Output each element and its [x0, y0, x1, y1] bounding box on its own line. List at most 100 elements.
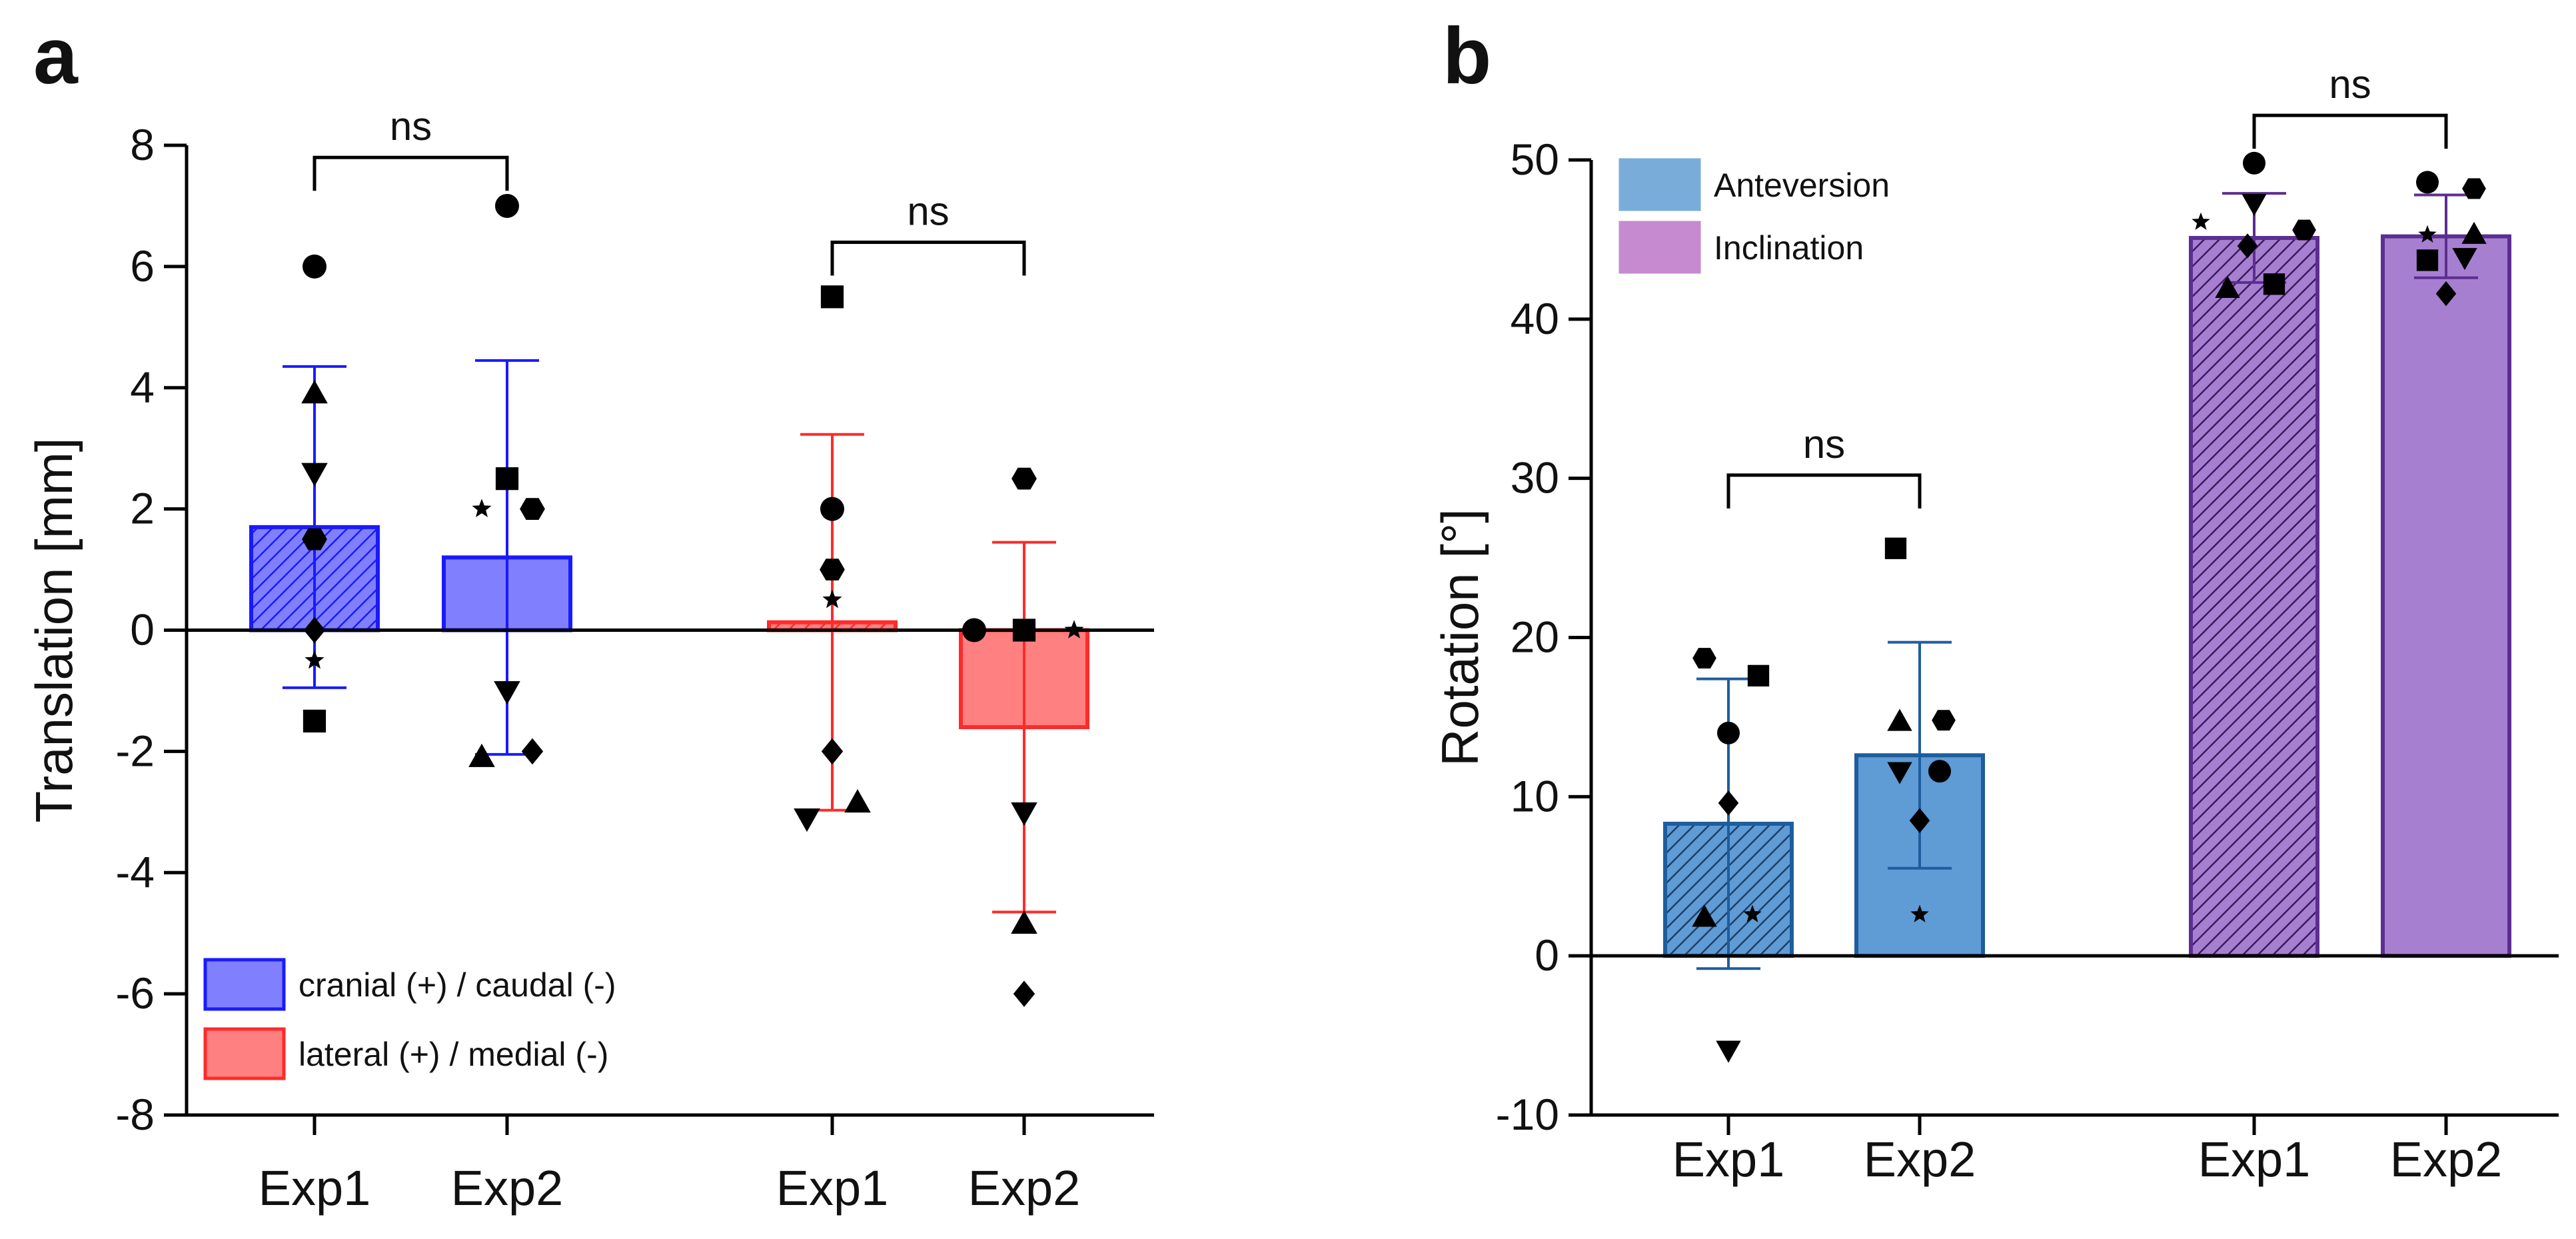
data-point-triangle-down: [2452, 248, 2477, 271]
significance-bracket: [830, 241, 1026, 276]
data-point-diamond: [2237, 233, 2258, 259]
data-point-circle: [2416, 171, 2439, 194]
data-point-triangle-up: [2215, 275, 2240, 299]
data-point-hexagon: [1932, 710, 1956, 731]
data-point-circle: [820, 497, 844, 521]
data-point-square: [1884, 537, 1907, 559]
legend-swatch: [203, 958, 286, 1011]
data-point-square: [303, 709, 326, 733]
y-tick-label: 50: [1511, 135, 1559, 184]
y-axis-title: Rotation [°]: [1431, 509, 1489, 766]
data-point-hexagon: [2462, 178, 2486, 199]
y-tick-label: 10: [1511, 771, 1559, 820]
data-point-triangle-down: [301, 463, 328, 487]
y-tick-label: 2: [130, 484, 155, 533]
data-point-star: [2192, 212, 2210, 230]
legend-label: lateral (+) / medial (-): [299, 1036, 608, 1073]
data-point-triangle-up: [1011, 910, 1037, 934]
data-point-square: [2416, 249, 2439, 271]
data-point-star: [1910, 904, 1929, 922]
category-label: Exp1: [1672, 1132, 1785, 1187]
legend-label: Inclination: [1714, 229, 1864, 267]
significance-bracket: [313, 155, 509, 191]
significance-label: ns: [1803, 422, 1845, 467]
data-point-hexagon: [520, 498, 545, 520]
data-point-star: [822, 589, 842, 609]
data-point-triangle-down: [1887, 762, 1912, 784]
category-label: Exp2: [1864, 1132, 1976, 1187]
data-point-diamond: [521, 738, 544, 765]
data-point-star: [305, 650, 324, 669]
bar-b-3: [2189, 236, 2319, 958]
data-point-circle: [495, 193, 519, 218]
y-tick-label: -10: [1496, 1090, 1559, 1139]
data-point-diamond: [1718, 790, 1739, 816]
legend-label: cranial (+) / caudal (-): [299, 966, 616, 1004]
data-point-hexagon: [1692, 648, 1716, 669]
data-point-triangle-up: [1692, 904, 1717, 927]
category-label: Exp2: [2390, 1132, 2503, 1187]
data-point-triangle-down: [794, 808, 820, 832]
y-tick-label: 0: [1535, 930, 1559, 980]
data-point-circle: [1928, 760, 1951, 783]
data-point-star: [2418, 225, 2437, 243]
data-point-circle: [1717, 721, 1740, 744]
legend-swatch: [1618, 158, 1701, 211]
category-label: Exp2: [451, 1160, 564, 1216]
legend-swatch: [1618, 221, 1701, 274]
data-point-square: [1747, 664, 1770, 686]
data-point-hexagon: [820, 559, 845, 581]
y-tick-label: 6: [130, 241, 155, 291]
data-point-star: [1743, 904, 1762, 922]
data-point-diamond: [1909, 808, 1930, 833]
y-tick-label: 8: [130, 120, 155, 169]
category-label: Exp1: [2198, 1132, 2311, 1187]
y-tick-label: -4: [115, 847, 155, 896]
data-point-triangle-down: [2242, 193, 2267, 217]
y-tick-label: 20: [1511, 613, 1559, 662]
significance-bracket: [2252, 113, 2448, 149]
data-point-square: [820, 285, 844, 309]
significance-label: ns: [390, 104, 432, 149]
y-tick-label: -2: [115, 726, 155, 775]
panel-letter-a: a: [33, 11, 79, 101]
legend-swatch: [203, 1027, 286, 1080]
data-point-diamond: [1013, 980, 1035, 1007]
data-point-star: [472, 499, 492, 518]
data-point-triangle-down: [494, 681, 520, 705]
data-point-square: [495, 467, 519, 491]
y-tick-label: 0: [130, 605, 155, 654]
chart-panel-a: 8 6 4 2 0 -2 -4 -6 -8 Translation [mm] Exp1 Exp2 Exp…: [25, 104, 1154, 1216]
data-point-triangle-up: [844, 788, 871, 813]
significance-label: ns: [907, 189, 949, 234]
category-label: Exp1: [776, 1160, 889, 1216]
data-point-circle: [303, 254, 326, 279]
y-tick-label: -6: [115, 968, 155, 1018]
y-tick-label: 4: [130, 363, 155, 412]
data-point-square: [2263, 273, 2285, 295]
category-label: Exp2: [968, 1160, 1081, 1216]
data-point-diamond: [2435, 281, 2457, 307]
significance-label: ns: [2329, 62, 2371, 107]
data-point-triangle-up: [1887, 708, 1912, 731]
data-point-triangle-up: [468, 743, 495, 767]
data-point-triangle-down: [1716, 1040, 1741, 1063]
data-point-triangle-up: [301, 380, 328, 404]
data-point-circle: [2243, 151, 2265, 175]
data-point-hexagon: [2292, 219, 2316, 241]
data-point-diamond: [821, 738, 844, 765]
significance-bracket: [1726, 473, 1922, 509]
chart-panel-b: 50 40 30 20 10 0 -10 Rotation [°] Exp1 Exp2 Exp1 Ex…: [1431, 62, 2559, 1187]
bar-b-4: [2381, 234, 2511, 958]
legend-label: Anteversion: [1714, 167, 1890, 204]
data-point-hexagon: [1011, 467, 1037, 490]
y-axis-title: Translation [mm]: [25, 438, 83, 823]
category-label: Exp1: [259, 1160, 371, 1216]
y-tick-label: 30: [1511, 453, 1559, 503]
data-point-hexagon: [302, 528, 327, 551]
y-tick-label: -8: [115, 1090, 155, 1139]
data-point-triangle-up: [2461, 221, 2487, 244]
data-point-triangle-down: [1011, 802, 1037, 826]
y-tick-label: 40: [1511, 294, 1559, 343]
